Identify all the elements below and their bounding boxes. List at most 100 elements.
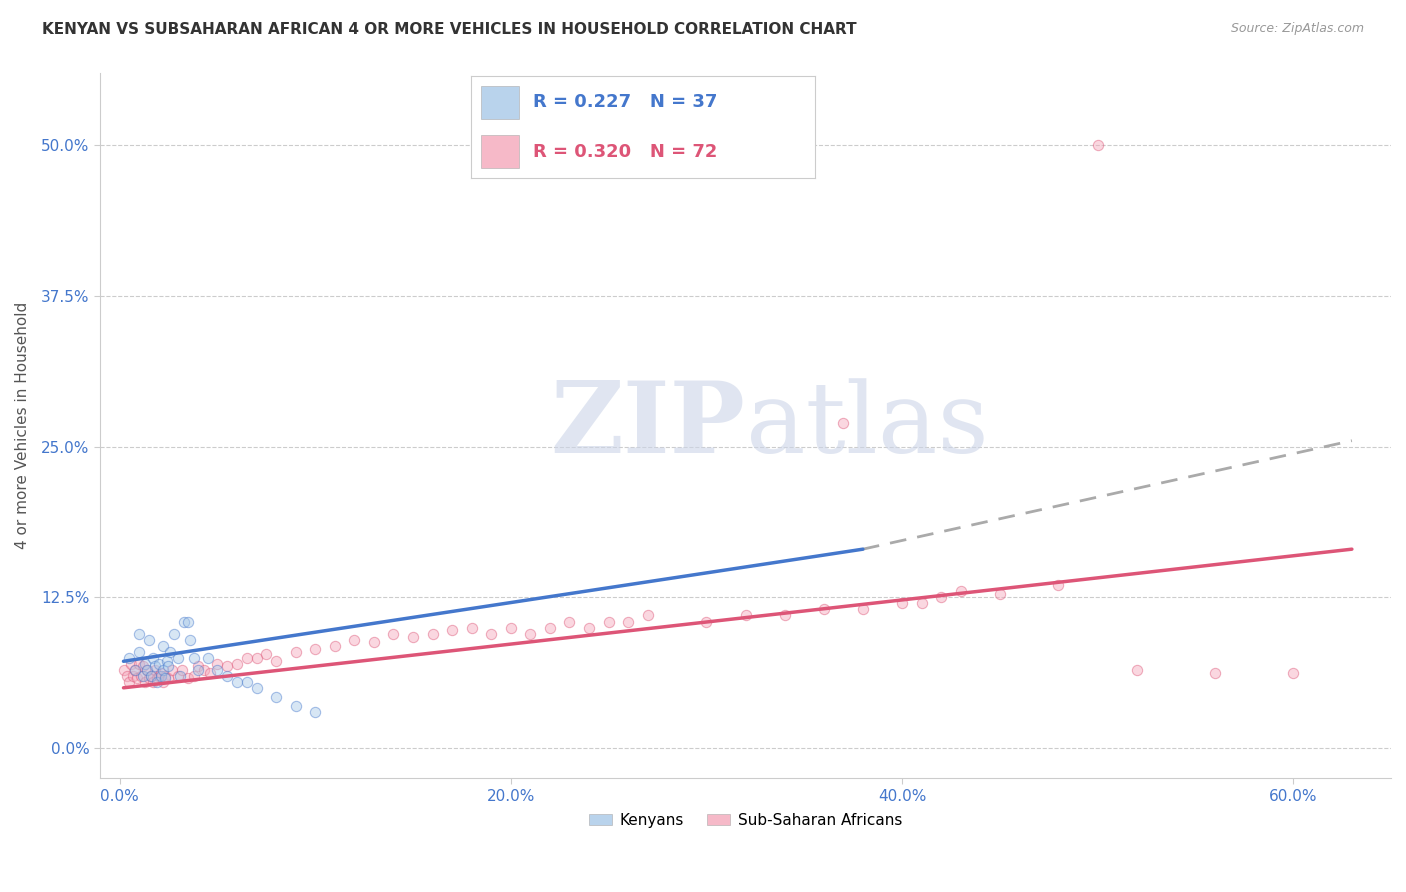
Point (402, 630, 425, 644)
Point (988, 587, 1011, 601)
Point (127, 671, 149, 685)
Point (197, 650, 219, 665)
Point (910, 596, 932, 610)
Y-axis label: 4 or more Vehicles in Household: 4 or more Vehicles in Household (15, 302, 30, 549)
Point (142, 650, 165, 665)
Point (235, 674, 257, 689)
Point (460, 621, 482, 635)
Point (284, 698, 307, 713)
Point (153, 671, 176, 685)
Bar (481, 87, 519, 119)
Point (558, 615, 581, 629)
Point (538, 621, 561, 635)
Point (136, 663, 159, 677)
Point (284, 645, 307, 659)
Point (172, 663, 194, 677)
Point (138, 632, 160, 647)
Point (142, 674, 165, 689)
Point (128, 645, 150, 659)
Text: ZIP: ZIP (551, 377, 745, 475)
Point (128, 626, 150, 640)
Point (152, 663, 174, 677)
Point (304, 642, 326, 657)
Point (832, 416, 855, 430)
Point (264, 690, 287, 705)
Point (167, 669, 190, 683)
Point (138, 671, 160, 685)
Point (112, 663, 135, 677)
Point (132, 669, 155, 683)
Point (143, 659, 166, 673)
Text: atlas: atlas (745, 377, 988, 474)
Point (169, 669, 191, 683)
Point (245, 681, 267, 695)
Point (235, 650, 257, 665)
Point (124, 663, 146, 677)
Point (132, 659, 155, 673)
Point (148, 657, 170, 671)
Text: R = 0.227   N = 37: R = 0.227 N = 37 (533, 94, 717, 112)
Bar (481, 136, 519, 168)
Point (139, 669, 162, 683)
Point (163, 626, 186, 640)
Point (226, 674, 249, 689)
Point (167, 650, 190, 665)
Text: R = 0.320   N = 72: R = 0.320 N = 72 (533, 143, 717, 161)
Point (499, 621, 522, 635)
Point (118, 674, 141, 689)
Point (363, 635, 385, 649)
Point (183, 669, 205, 683)
Point (136, 663, 159, 677)
Point (264, 654, 287, 668)
Point (129, 669, 152, 683)
Point (173, 615, 195, 629)
Point (187, 659, 209, 673)
Point (343, 632, 366, 647)
Point (304, 705, 326, 719)
Point (159, 645, 181, 659)
Point (124, 663, 146, 677)
Point (148, 669, 170, 683)
Point (162, 663, 184, 677)
Point (852, 602, 875, 616)
Point (145, 671, 167, 685)
Point (422, 626, 444, 640)
Legend: Kenyans, Sub-Saharan Africans: Kenyans, Sub-Saharan Africans (583, 807, 908, 834)
Point (139, 669, 162, 683)
Point (519, 626, 541, 640)
Point (198, 666, 221, 681)
Point (177, 671, 200, 685)
Point (143, 663, 166, 677)
Point (153, 669, 176, 683)
Point (254, 647, 277, 661)
Point (120, 657, 142, 671)
Point (187, 663, 209, 677)
Point (145, 674, 167, 689)
Point (949, 584, 972, 599)
Point (155, 654, 177, 668)
Point (617, 615, 640, 629)
Point (179, 632, 201, 647)
Point (117, 669, 139, 683)
Point (637, 608, 659, 623)
Point (134, 657, 156, 671)
Point (149, 669, 172, 683)
Point (1282, 666, 1305, 681)
Point (323, 639, 346, 653)
Point (382, 626, 405, 640)
Point (226, 657, 249, 671)
Point (441, 623, 464, 637)
Point (118, 650, 141, 665)
Point (695, 615, 717, 629)
Point (207, 657, 229, 671)
Point (128, 657, 150, 671)
Point (1087, 138, 1109, 153)
Text: KENYAN VS SUBSAHARAN AFRICAN 4 OR MORE VEHICLES IN HOUSEHOLD CORRELATION CHART: KENYAN VS SUBSAHARAN AFRICAN 4 OR MORE V… (42, 22, 856, 37)
Point (207, 663, 229, 677)
Point (157, 671, 180, 685)
Point (1125, 663, 1147, 677)
Point (152, 639, 174, 653)
Point (149, 666, 172, 681)
Point (245, 650, 267, 665)
Point (134, 674, 156, 689)
